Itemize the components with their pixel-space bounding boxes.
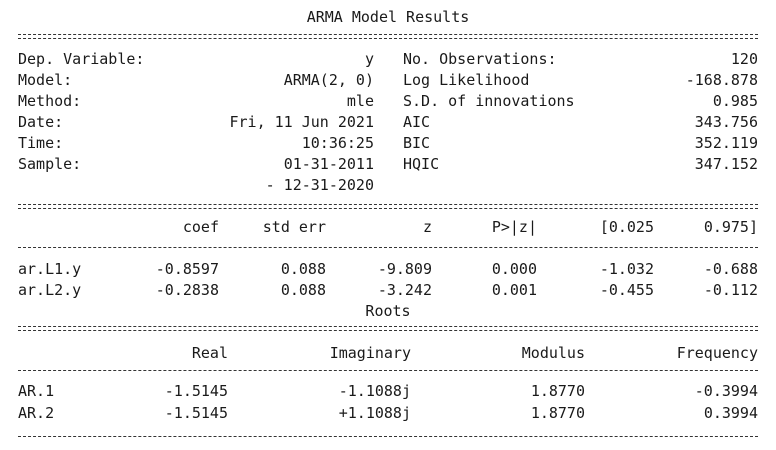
ci-upper-value: -0.112: [703, 281, 758, 299]
divider-double: [18, 326, 758, 331]
hqic-value: 347.152: [694, 155, 758, 173]
sample-start-value: 01-31-2011: [283, 155, 374, 173]
bic-label: BIC: [403, 134, 431, 152]
imaginary-value: -1.1088j: [338, 382, 411, 400]
z-header: z: [422, 218, 432, 236]
method-label: Method:: [18, 92, 82, 110]
modulus-value: 1.8770: [530, 382, 585, 400]
stderr-header: std err: [262, 218, 326, 236]
row-label: AR.1: [18, 382, 55, 400]
time-value: 10:36:25: [301, 134, 374, 152]
z-value: -9.809: [377, 260, 432, 278]
bic-value: 352.119: [694, 134, 758, 152]
date-label: Date:: [18, 113, 64, 131]
frequency-value: 0.3994: [703, 404, 758, 422]
real-value: -1.5145: [164, 404, 228, 422]
stderr-value: 0.088: [280, 260, 326, 278]
results-title: ARMA Model Results: [306, 8, 470, 26]
imaginary-header: Imaginary: [329, 344, 411, 362]
coef-header: coef: [182, 218, 219, 236]
divider-double: [18, 204, 758, 209]
divider-dashed: [18, 370, 758, 371]
modulus-header: Modulus: [521, 344, 585, 362]
aic-label: AIC: [403, 113, 431, 131]
dep-variable-label: Dep. Variable:: [18, 50, 145, 68]
method-value: mle: [346, 92, 374, 110]
ci-upper-header: 0.975]: [703, 218, 758, 236]
divider-double: [18, 34, 758, 39]
dep-variable-value: y: [364, 50, 374, 68]
divider-dashed: [18, 247, 758, 248]
pvalue-value: 0.000: [491, 260, 537, 278]
sample-end-value: - 12-31-2020: [265, 176, 374, 194]
frequency-value: -0.3994: [694, 382, 758, 400]
real-value: -1.5145: [164, 382, 228, 400]
coef-value: -0.2838: [155, 281, 219, 299]
coef-value: -0.8597: [155, 260, 219, 278]
z-value: -3.242: [377, 281, 432, 299]
row-label: ar.L2.y: [18, 281, 82, 299]
date-value: Fri, 11 Jun 2021: [229, 113, 375, 131]
model-value: ARMA(2, 0): [283, 71, 374, 89]
divider-dashed: [18, 436, 758, 437]
hqic-label: HQIC: [403, 155, 440, 173]
loglik-label: Log Likelihood: [403, 71, 530, 89]
ci-lower-value: -0.455: [599, 281, 654, 299]
time-label: Time:: [18, 134, 64, 152]
roots-title: Roots: [365, 302, 411, 320]
pvalue-value: 0.001: [491, 281, 537, 299]
row-label: ar.L1.y: [18, 260, 82, 278]
ci-lower-header: [0.025: [599, 218, 654, 236]
modulus-value: 1.8770: [530, 404, 585, 422]
stderr-value: 0.088: [280, 281, 326, 299]
ci-upper-value: -0.688: [703, 260, 758, 278]
nobs-label: No. Observations:: [403, 50, 557, 68]
real-header: Real: [191, 344, 228, 362]
nobs-value: 120: [730, 50, 758, 68]
loglik-value: -168.878: [685, 71, 758, 89]
pvalue-header: P>|z|: [491, 218, 537, 236]
aic-value: 343.756: [694, 113, 758, 131]
sd-innov-label: S.D. of innovations: [403, 92, 575, 110]
row-label: AR.2: [18, 404, 55, 422]
ci-lower-value: -1.032: [599, 260, 654, 278]
frequency-header: Frequency: [676, 344, 758, 362]
imaginary-value: +1.1088j: [338, 404, 411, 422]
sd-innov-value: 0.985: [712, 92, 758, 110]
model-label: Model:: [18, 71, 73, 89]
sample-label: Sample:: [18, 155, 82, 173]
